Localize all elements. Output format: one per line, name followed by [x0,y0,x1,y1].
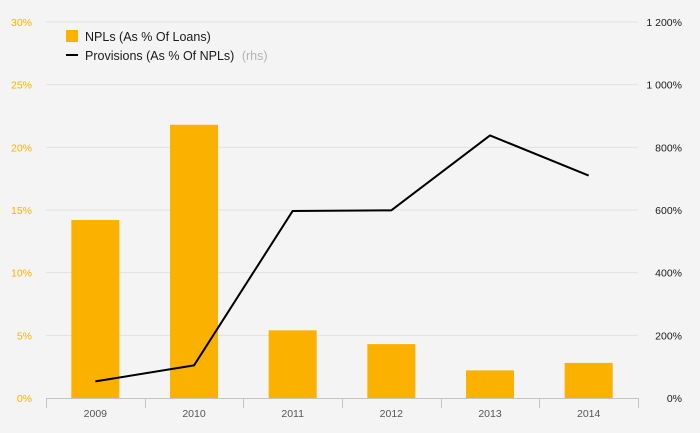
x-tick-label: 2014 [577,408,601,420]
y-left-tick-label: 10% [11,268,32,280]
y-right-tick-label: 600% [655,205,682,217]
bar-series [71,124,613,399]
y-left-tick-label: 5% [17,330,32,342]
legend: NPLs (As % Of Loans) Provisions (As % Of… [66,30,268,63]
bar [466,370,514,398]
y-left-tick-label: 0% [17,393,32,405]
bar [170,124,218,399]
x-tick-label: 2013 [478,408,502,420]
legend-line-suffix: (rhs) [242,49,268,63]
x-tick-label: 2012 [380,408,404,420]
provisions-line [95,134,590,383]
x-tick-label: 2011 [281,408,304,420]
legend-swatch-bar [66,30,78,42]
y-left-tick-label: 15% [11,205,32,217]
legend-label-bar: NPLs (As % Of Loans) [85,30,211,44]
x-tick-label: 2010 [182,408,206,420]
y-left-tick-label: 20% [11,142,32,154]
legend-line-name: Provisions (As % Of NPLs) [85,49,234,63]
axes: 0% 0% 5% 200% 10% 400% 15% 600% 20% 800% 25% 1 000%… [11,17,682,420]
grid-lines [46,21,638,336]
y-right-tick-label: 400% [655,268,682,280]
y-right-tick-label: 1 200% [646,17,682,29]
legend-label-line: Provisions (As % Of NPLs) (rhs) [85,49,268,63]
bar [367,344,416,398]
y-left-tick-label: 25% [11,80,32,92]
y-right-tick-label: 0% [667,393,682,405]
y-right-tick-label: 1 000% [646,80,682,92]
line-series [95,134,590,383]
y-right-tick-label: 200% [655,330,682,342]
y-left-tick-label: 30% [11,17,32,29]
x-tick-label: 2009 [84,408,108,420]
bar [268,330,317,398]
bar [71,220,120,398]
y-right-tick-label: 800% [655,142,682,154]
bar [564,362,613,398]
